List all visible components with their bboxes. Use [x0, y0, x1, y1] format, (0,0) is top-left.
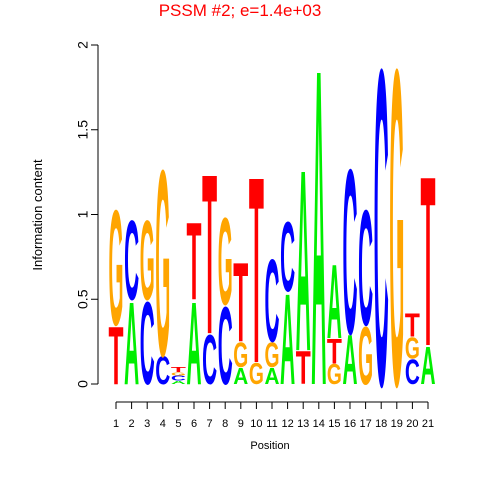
- logo-letter: C: [140, 278, 155, 409]
- logo-letter: T: [202, 127, 217, 382]
- logo-letter: A: [187, 278, 202, 409]
- x-tick-label: 21: [422, 418, 434, 430]
- x-tick-label: 10: [250, 418, 262, 430]
- y-tick-label: 1: [75, 210, 91, 218]
- logo-letter: A: [280, 266, 295, 412]
- x-axis-label: Position: [250, 440, 289, 452]
- logo-letter: T: [187, 201, 202, 324]
- logo-letter: A: [233, 363, 248, 389]
- x-tick-label: 7: [207, 418, 213, 430]
- x-tick-label: 18: [375, 418, 387, 430]
- y-tick-label: 2: [75, 41, 91, 49]
- logo-letter: T: [109, 310, 124, 402]
- y-tick-label: 0: [75, 380, 91, 388]
- logo-letter: G: [405, 331, 420, 365]
- logo-letter: G: [155, 114, 170, 412]
- x-tick-label: 14: [313, 418, 325, 430]
- logo-letter: T: [405, 307, 420, 344]
- logo-letter: G: [140, 197, 155, 324]
- x-tick-label: 16: [344, 418, 356, 430]
- y-tick-label: 0.5: [75, 289, 91, 309]
- x-tick-label: 15: [328, 418, 340, 430]
- logo-letter: G: [249, 356, 264, 390]
- x-tick-label: 5: [175, 418, 181, 430]
- y-axis-label: Information content: [30, 159, 45, 271]
- logo-letter: G: [109, 176, 124, 360]
- logo-letter: G: [327, 358, 342, 390]
- logo-letter: A: [265, 363, 280, 389]
- logo-letter: A: [124, 278, 139, 409]
- logo-letter: A: [327, 243, 342, 361]
- x-tick-label: 9: [238, 418, 244, 430]
- x-tick-label: 13: [297, 418, 309, 430]
- x-tick-label: 3: [144, 418, 150, 430]
- logo-letter: C: [280, 202, 295, 312]
- logo-letter: G: [218, 192, 233, 331]
- logo-letter: G: [265, 335, 280, 375]
- x-tick-label: 8: [222, 418, 228, 430]
- logo-letter: T: [233, 239, 248, 366]
- x-tick-label: 11: [266, 418, 277, 430]
- logo-letter: C: [358, 176, 373, 360]
- logo-letter: A: [171, 380, 186, 385]
- logo-letter: T: [171, 366, 186, 374]
- logo-letter: A: [421, 336, 436, 397]
- logo-letter: G: [233, 335, 248, 375]
- logo-letter: C: [405, 352, 420, 392]
- x-tick-label: 19: [391, 418, 403, 430]
- logo-letter: A: [296, 115, 311, 405]
- logo-letter: C: [202, 321, 217, 399]
- x-tick-label: 1: [113, 418, 119, 430]
- x-tick-label: 12: [281, 418, 293, 430]
- logo-letter: C: [124, 197, 139, 324]
- x-tick-label: 17: [359, 418, 371, 430]
- logo-letter: C: [171, 374, 186, 382]
- logo-letter: G: [358, 310, 373, 402]
- logo-letter: C: [374, 0, 389, 480]
- logo-letter: T: [296, 341, 311, 394]
- logo-letter: C: [155, 348, 170, 393]
- logo-letter: T: [249, 121, 264, 419]
- logo-letter: C: [218, 285, 233, 408]
- x-tick-label: 4: [160, 418, 166, 430]
- x-tick-label: 2: [129, 418, 135, 430]
- logo-letter: G: [171, 371, 186, 376]
- logo-letter: A: [311, 0, 326, 480]
- logo-letter: T: [421, 127, 436, 398]
- logo-letter: C: [265, 236, 280, 367]
- x-tick-label: 6: [191, 418, 197, 430]
- logo-letter: T: [327, 332, 342, 372]
- logo-letter: A: [343, 321, 358, 399]
- logo-letter: C: [343, 121, 358, 384]
- chart-title: PSSM #2; e=1.4e+03: [159, 1, 322, 20]
- x-tick-label: 20: [406, 418, 418, 430]
- logo-letter: G: [389, 0, 404, 480]
- y-tick-label: 1.5: [75, 120, 91, 140]
